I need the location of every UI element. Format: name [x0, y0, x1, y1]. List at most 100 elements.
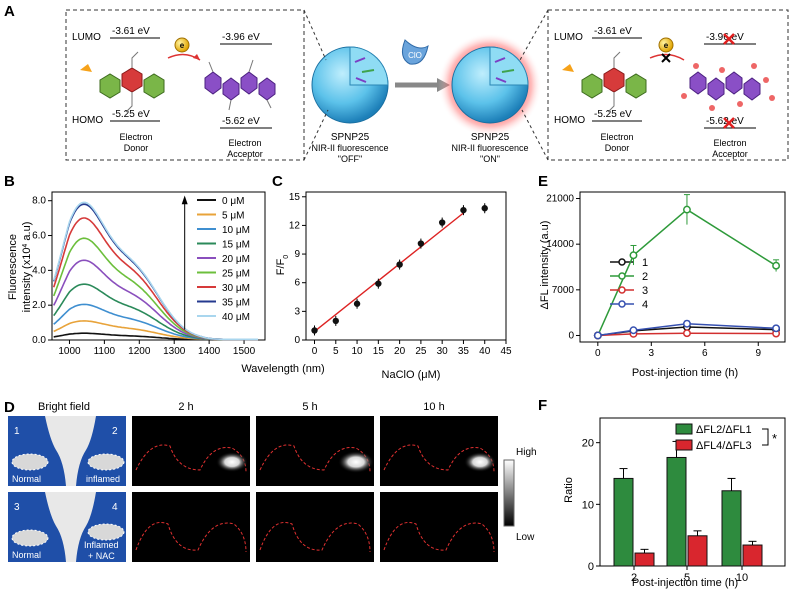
- panel-b-ytick-label: 8.0: [32, 196, 46, 207]
- panel-e-point: [772, 261, 781, 270]
- homo-acceptor-value: -5.62 eV: [222, 116, 260, 127]
- panel-b-legend-label-3: 15 μM: [222, 240, 250, 251]
- panel-c-xtick-label: 10: [352, 346, 364, 357]
- panel-b-xlabel: Wavelength (nm): [241, 363, 324, 375]
- panel-f-legend-label-1: ΔFL4/ΔFL3: [696, 440, 752, 452]
- panel-b-ytick-label: 0.0: [32, 335, 46, 346]
- lumo-donor-value: -3.61 eV: [112, 26, 150, 37]
- mouse-number-3: 3: [14, 502, 20, 513]
- panel-f-bar-1-2: [742, 544, 763, 567]
- panel-e-ytick-label: 21000: [546, 194, 574, 205]
- panel-c-point-5: [417, 240, 425, 247]
- panel-e-xtick-label: 6: [702, 348, 708, 359]
- panel-c-ytick-label: 15: [289, 192, 301, 203]
- mouse-number-2: 2: [112, 426, 118, 437]
- time-label-5h: 5 h: [302, 401, 317, 413]
- nir-image-bottom-5h: [256, 492, 374, 562]
- lumo-donor-value-r: -3.61 eV: [594, 26, 632, 37]
- panel-e-legend-label-0: 1: [642, 257, 648, 269]
- time-label-2h: 2 h: [178, 401, 193, 413]
- np-off-line2: "OFF": [338, 154, 362, 164]
- left-energy-diagram: LUMO -3.61 eV -3.96 eV HOMO -5.25 eV -5.…: [72, 26, 276, 159]
- acceptor-label-1: Electron: [228, 138, 261, 148]
- panel-f: F 0 10 20 2 5 10 ΔFL2/ΔFL1 ΔFL4/ΔFL3 * Ratio Pos…: [538, 397, 786, 589]
- panel-d-letter: D: [4, 399, 15, 416]
- panel-b-xtick-label: 1200: [128, 346, 151, 357]
- panel-b-ylabel-line1: Fluorescence: [7, 234, 19, 300]
- panel-b-letter: B: [4, 173, 15, 190]
- clo-label: ClO: [408, 51, 422, 60]
- panel-e-xtick-label: 3: [649, 348, 655, 359]
- panel-b-ytick-label: 2.0: [32, 300, 46, 311]
- donor-molecule: [80, 51, 165, 113]
- nir-image-bottom-2h: [132, 492, 250, 562]
- panel-b-legend-label-6: 30 μM: [222, 283, 250, 294]
- panel-c-point-6: [438, 219, 446, 226]
- panel-e-legend-marker-3: [618, 300, 626, 308]
- homo-acceptor-value-r: -5.62 eV: [706, 116, 744, 127]
- panel-f-significance-label: *: [772, 431, 777, 446]
- cross-lumo-icon: [723, 33, 735, 45]
- panel-c-xtick-label: 15: [373, 346, 385, 357]
- panel-e-plot: 0 3 6 9 0 7000 14000 21000 1 2 3 4: [546, 191, 786, 359]
- top-right-label: inflamed: [86, 474, 120, 484]
- panel-b-xtick-label: 1000: [58, 346, 81, 357]
- right-energy-diagram: LUMO -3.61 eV -3.96 eV HOMO -5.25 eV -5.…: [554, 26, 775, 159]
- nir-image-top-10h: [380, 416, 498, 486]
- left-dashed-box: [65, 9, 305, 161]
- panel-f-bar-0-1: [666, 456, 687, 567]
- panel-b-series-1: [53, 320, 258, 341]
- homo-label-r: HOMO: [554, 115, 585, 126]
- panel-c-xtick-label: 20: [394, 346, 406, 357]
- acceptor-label-2: Acceptor: [227, 149, 263, 159]
- panel-b-xtick-label: 1100: [94, 346, 116, 357]
- panel-b-legend-label-1: 5 μM: [222, 211, 244, 222]
- panel-c-letter: C: [272, 173, 283, 190]
- panel-c-plot: 0 5 10 15 20 25 30 35 40 45 0 3 6 9 12 15: [289, 191, 512, 357]
- acceptor-molecule: [204, 59, 276, 111]
- panel-e-point: [772, 324, 781, 333]
- panel-e-point: [629, 251, 638, 260]
- panel-e-point: [683, 329, 691, 338]
- nanoparticle-on: SPNP25 NIR-II fluorescence "ON": [438, 33, 542, 164]
- nir-image-top-2h: [132, 416, 250, 486]
- donor-label-1: Electron: [119, 132, 152, 142]
- donor-label-2: Donor: [124, 143, 149, 153]
- lumo-acceptor-value: -3.96 eV: [222, 32, 260, 43]
- panel-f-legend-swatch-0: [675, 423, 693, 435]
- panel-c-ytick-label: 9: [294, 249, 300, 260]
- lumo-acceptor-value-r: -3.96 eV: [706, 32, 744, 43]
- panel-d: D Bright field 2 h 5 h 10 h 1 2 Normal i…: [4, 399, 537, 562]
- lumo-label-r: LUMO: [554, 32, 583, 43]
- mouse-number-1: 1: [14, 426, 20, 437]
- electron-label: e: [180, 41, 185, 50]
- panel-e-xtick-label: 0: [595, 348, 601, 359]
- nir-image-top-5h: [256, 416, 374, 486]
- panel-c-point-8: [481, 205, 488, 212]
- panel-c-ytick-label: 12: [289, 220, 301, 231]
- panel-f-xtick-label: 2: [631, 572, 637, 584]
- panel-b-frame: [51, 191, 266, 341]
- colorbar-high-label: High: [516, 447, 537, 458]
- bright-field-label: Bright field: [38, 401, 90, 413]
- bright-field-bottom: 3 4 Normal Inflamed + NAC: [8, 492, 126, 562]
- oxidized-acceptor-molecule: [681, 63, 775, 111]
- colorbar-low-label: Low: [516, 532, 535, 543]
- np-off-line1: NIR-II fluorescence: [311, 143, 388, 153]
- panel-c-ylabel: F/F0: [275, 255, 290, 276]
- panel-e-legend-marker-2: [618, 286, 626, 294]
- panel-f-plot: 0 10 20 2 5 10 ΔFL2/ΔFL1 ΔFL4/ΔFL3 *: [582, 417, 786, 584]
- panel-e-legend-marker-0: [618, 258, 626, 266]
- panel-f-xlabel: Post-injection time (h): [632, 577, 738, 589]
- panel-c-xtick-label: 0: [312, 346, 318, 357]
- panel-b-legend-label-2: 10 μM: [222, 225, 250, 236]
- nir-image-bottom-10h: [380, 492, 498, 562]
- panel-f-xtick-label: 5: [684, 572, 690, 584]
- panel-c-ytick-label: 0: [294, 335, 300, 346]
- panel-b-legend-label-8: 40 μM: [222, 312, 250, 323]
- bright-field-top: 1 2 Normal inflamed: [8, 416, 126, 486]
- panel-e: E 0 3 6 9 0 7000 14000 21000 1 2 3 4 ΔFL intensity …: [538, 173, 786, 379]
- panel-e-xlabel: Post-injection time (h): [632, 367, 738, 379]
- electron-label-r: e: [664, 41, 669, 50]
